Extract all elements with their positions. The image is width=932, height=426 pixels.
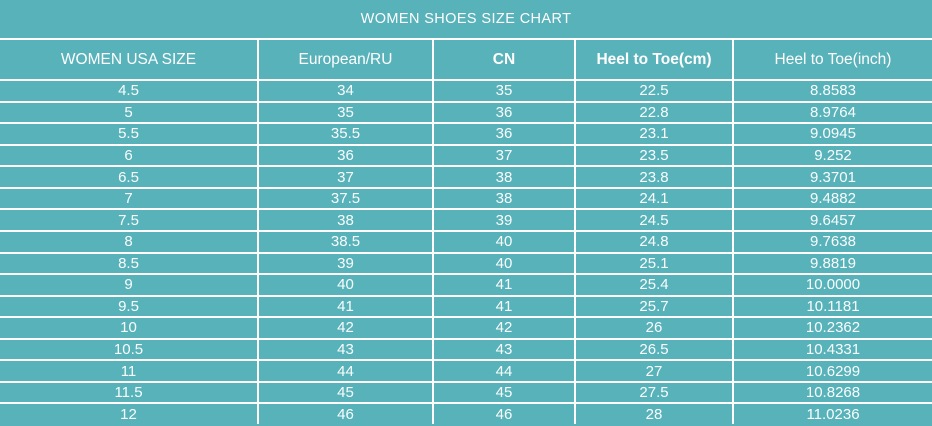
table-cell: 36 [434, 124, 574, 144]
table-cell: 40 [434, 231, 574, 252]
header-cell: European/RU [259, 40, 432, 79]
table-cell: 39 [434, 210, 574, 230]
table-cell: 38 [259, 210, 432, 230]
table-cell: 10.6299 [734, 361, 932, 381]
chart-title: WOMEN SHOES SIZE CHART [360, 11, 572, 27]
table-cell: 41 [434, 275, 574, 295]
table-cell: 38 [434, 167, 574, 187]
table-cell: 11 [0, 361, 257, 381]
table-cell: 6 [0, 145, 257, 166]
header-cell: Heel to Toe(cm) [576, 40, 732, 79]
table-cell: 40 [259, 275, 432, 295]
table-cell: 42 [259, 318, 432, 338]
table-cell: 12 [0, 404, 257, 424]
table-cell: 46 [434, 404, 574, 424]
table-cell: 43 [259, 339, 432, 360]
table-cell: 5 [0, 102, 257, 123]
table-cell: 23.8 [576, 167, 732, 187]
table-cell: 9.252 [734, 145, 932, 166]
table-cell: 8 [0, 231, 257, 252]
table-cell: 9.7638 [734, 231, 932, 252]
table-cell: 25.1 [576, 253, 732, 274]
table-cell: 11.5 [0, 382, 257, 403]
table-cell: 24.1 [576, 188, 732, 209]
table-cell: 5.5 [0, 124, 257, 144]
size-table: WOMEN USA SIZE European/RU CN Heel to Toe(c… [0, 38, 932, 424]
table-cell: 42 [434, 318, 574, 338]
table-cell: 37.5 [259, 188, 432, 209]
table-cell: 10.4331 [734, 339, 932, 360]
table-cell: 39 [259, 253, 432, 274]
table-cell: 28 [576, 404, 732, 424]
table-cell: 35.5 [259, 124, 432, 144]
table-cell: 35 [259, 102, 432, 123]
table-cell: 38.5 [259, 231, 432, 252]
table-cell: 10.1181 [734, 296, 932, 317]
table-cell: 10.8268 [734, 382, 932, 403]
table-cell: 11.0236 [734, 404, 932, 424]
table-cell: 9.5 [0, 296, 257, 317]
table-cell: 45 [259, 382, 432, 403]
header-cell: WOMEN USA SIZE [0, 40, 257, 79]
table-cell: 41 [434, 296, 574, 317]
table-cell: 10.5 [0, 339, 257, 360]
table-cell: 46 [259, 404, 432, 424]
table-cell: 44 [434, 361, 574, 381]
table-cell: 36 [434, 102, 574, 123]
table-cell: 23.1 [576, 124, 732, 144]
table-cell: 26 [576, 318, 732, 338]
table-cell: 23.5 [576, 145, 732, 166]
table-cell: 8.5 [0, 253, 257, 274]
table-cell: 10.0000 [734, 275, 932, 295]
table-cell: 8.8583 [734, 81, 932, 101]
table-cell: 45 [434, 382, 574, 403]
table-cell: 27.5 [576, 382, 732, 403]
table-cell: 24.5 [576, 210, 732, 230]
table-cell: 9 [0, 275, 257, 295]
table-cell: 9.6457 [734, 210, 932, 230]
table-cell: 44 [259, 361, 432, 381]
table-cell: 9.8819 [734, 253, 932, 274]
header-cell: Heel to Toe(inch) [734, 40, 932, 79]
table-cell: 41 [259, 296, 432, 317]
table-cell: 25.7 [576, 296, 732, 317]
table-cell: 37 [434, 145, 574, 166]
table-cell: 40 [434, 253, 574, 274]
table-cell: 9.0945 [734, 124, 932, 144]
table-cell: 26.5 [576, 339, 732, 360]
table-cell: 7 [0, 188, 257, 209]
table-cell: 37 [259, 167, 432, 187]
table-cell: 4.5 [0, 81, 257, 101]
table-cell: 8.9764 [734, 102, 932, 123]
table-cell: 9.4882 [734, 188, 932, 209]
table-cell: 7.5 [0, 210, 257, 230]
table-cell: 6.5 [0, 167, 257, 187]
table-cell: 9.3701 [734, 167, 932, 187]
table-cell: 43 [434, 339, 574, 360]
table-cell: 36 [259, 145, 432, 166]
table-cell: 34 [259, 81, 432, 101]
table-cell: 22.8 [576, 102, 732, 123]
table-cell: 35 [434, 81, 574, 101]
header-cell: CN [434, 40, 574, 79]
table-cell: 27 [576, 361, 732, 381]
table-cell: 24.8 [576, 231, 732, 252]
table-cell: 10 [0, 318, 257, 338]
table-cell: 25.4 [576, 275, 732, 295]
table-cell: 38 [434, 188, 574, 209]
table-cell: 22.5 [576, 81, 732, 101]
table-cell: 10.2362 [734, 318, 932, 338]
